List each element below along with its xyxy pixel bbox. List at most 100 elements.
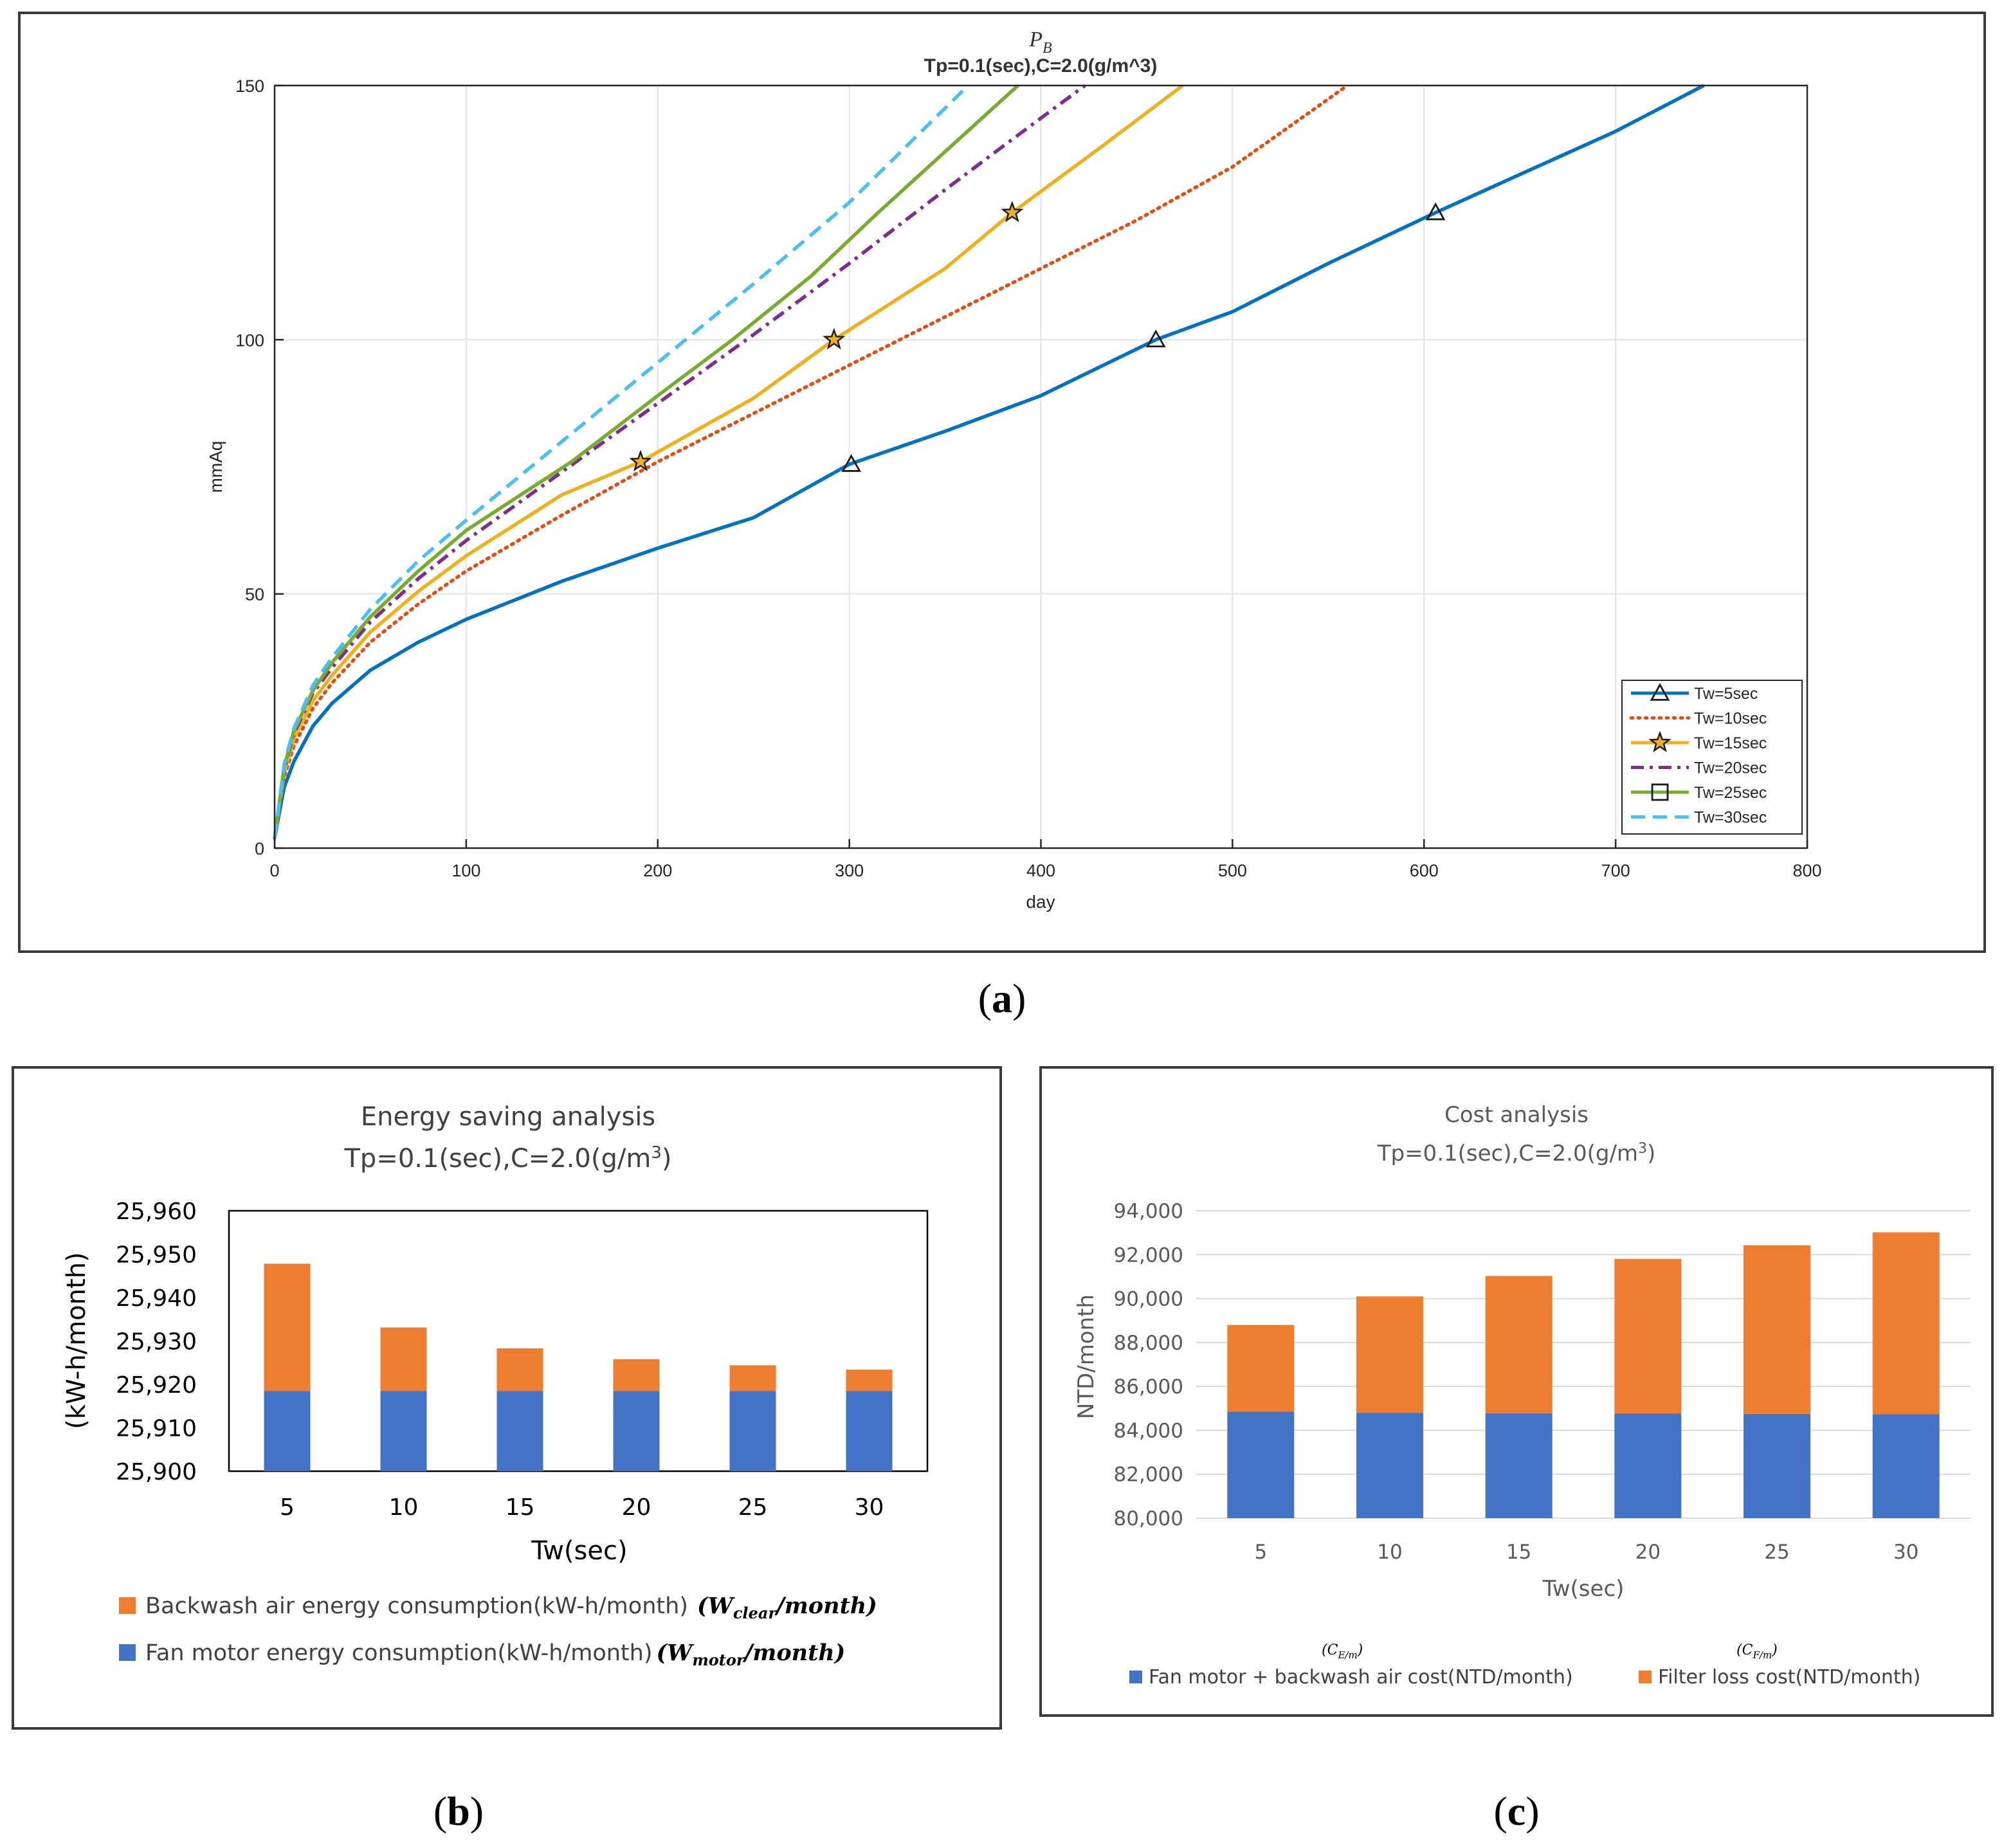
x-tick-label: 500 [1218, 861, 1247, 880]
x-tick-label: 25 [1764, 1541, 1789, 1564]
x-tick-label: 10 [1377, 1541, 1402, 1564]
y-tick-label: 88,000 [1114, 1332, 1183, 1355]
ticks-b: 5 10 15 20 25 30 25,900 25,910 25,920 25,930 25,94… [116, 1199, 884, 1521]
x-tick-label: 15 [506, 1494, 535, 1521]
y-tick-label: 0 [255, 839, 264, 858]
plot-area-b [228, 1209, 929, 1472]
y-tick-label: 25,940 [116, 1285, 197, 1312]
y-tick-label: 50 [245, 585, 264, 604]
x-tick-label: 10 [389, 1494, 419, 1521]
x-tick-label: 15 [1506, 1541, 1531, 1564]
bar-segment [496, 1391, 543, 1471]
x-tick-label: 5 [1254, 1541, 1267, 1564]
x-tick-label: 30 [1893, 1541, 1918, 1564]
y-tick-label: 80,000 [1114, 1507, 1183, 1530]
legend-swatch-filter-cost [1639, 1671, 1652, 1683]
chart-subtitle-c: Tp=0.1(sec),C=2.0(g/m3) [1377, 1141, 1656, 1166]
bar-segment [380, 1391, 427, 1471]
legend-marker-sample [1648, 730, 1672, 752]
legend-box-a [1621, 680, 1803, 835]
legend-label-fan-cost: Fan motor + backwash air cost(NTD/month) [1149, 1666, 1573, 1689]
data-point-marker [1001, 201, 1024, 222]
legend-label: Tw=10sec [1694, 710, 1767, 728]
x-tick-label: 700 [1601, 861, 1630, 880]
legend-label: Tw=15sec [1694, 734, 1767, 752]
y-tick-label: 150 [235, 77, 264, 96]
bar-segment [1356, 1413, 1423, 1518]
x-tick-label: 25 [738, 1494, 768, 1521]
bar-segment [264, 1391, 311, 1471]
x-tick-label: 400 [1026, 861, 1055, 880]
bar-segment [1744, 1413, 1810, 1518]
legend-label-filter-cost: Filter loss cost(NTD/month) [1658, 1666, 1920, 1689]
ticks-a: 0 100 200 300 400 500 600 700 800 0 50 100 150 [235, 77, 1822, 880]
y-tick-label: 25,900 [116, 1459, 197, 1485]
y-tick-label: 25,920 [116, 1372, 197, 1399]
legend-marker-sample [1650, 683, 1670, 701]
data-point-marker [629, 449, 652, 472]
y-axis-label-b: (kW-h/month) [62, 1252, 91, 1429]
panel-c: Cost analysis Tp=0.1(sec),C=2.0(g/m3) 80… [1039, 1066, 1994, 1834]
series-markers-a [629, 201, 1446, 472]
bar-segment [1872, 1414, 1940, 1518]
legend-label: Tw=20sec [1694, 759, 1767, 777]
bar-segment [1227, 1411, 1295, 1518]
chart-subtitle-a: Tp=0.1(sec),C=2.0(g/m^3) [924, 55, 1158, 77]
chart-subtitle-b: Tp=0.1(sec),C=2.0(g/m3) [344, 1143, 672, 1173]
x-axis-label-c: Tw(sec) [1542, 1576, 1625, 1602]
chart-title-c: Cost analysis [1444, 1102, 1589, 1128]
legend-label: Tw=5sec [1694, 685, 1758, 703]
bar-segment [613, 1359, 660, 1391]
y-tick-label: 25,950 [116, 1242, 197, 1269]
y-tick-label: 94,000 [1114, 1200, 1183, 1223]
series-line-tw-15 [273, 84, 1184, 838]
y-tick-label: 82,000 [1114, 1463, 1183, 1487]
x-tick-label: 200 [643, 861, 672, 880]
bar-segment [846, 1391, 893, 1471]
bar-segment [264, 1264, 311, 1391]
bar-segment [1614, 1258, 1682, 1414]
chart-title-b: Energy saving analysis [361, 1102, 655, 1132]
bar-segment [846, 1370, 893, 1391]
grid-c [1196, 1210, 1971, 1519]
series-line-tw-25 [273, 84, 1019, 838]
panel-b: Energy saving analysis Tp=0.1(sec),C=2.0… [12, 1066, 1002, 1834]
y-tick-label: 92,000 [1114, 1244, 1183, 1267]
x-tick-label: 800 [1792, 861, 1821, 880]
y-axis-label-c: NTD/month [1073, 1294, 1099, 1419]
legend-swatch-fan-motor [119, 1644, 136, 1661]
panel-label-c: (c) [1493, 1788, 1539, 1834]
legend-swatch-fan-cost [1129, 1671, 1142, 1683]
bar-segment [1872, 1232, 1940, 1415]
legend-label: Tw=30sec [1694, 809, 1767, 827]
series-lines-a [273, 84, 1705, 840]
bar-segment [1485, 1413, 1553, 1518]
series-line-tw-5 [273, 84, 1705, 838]
panel-label-a: (a) [978, 975, 1026, 1021]
series-line-tw-30 [273, 84, 970, 838]
legend-label: Tw=25sec [1694, 784, 1767, 802]
x-axis-label-b: Tw(sec) [531, 1536, 627, 1566]
legend-marker-sample [1651, 783, 1669, 801]
y-tick-label: 25,910 [116, 1416, 197, 1442]
legend-a: Tw=5sec Tw=10sec Tw=15sec Tw=20sec Tw=25sec T… [1621, 680, 1803, 835]
legend-b: Backwash air energy consumption(kW-h/mon… [119, 1593, 877, 1669]
x-tick-label: 600 [1410, 861, 1439, 880]
bars-c [1227, 1232, 1940, 1518]
bar-segment [380, 1327, 427, 1391]
legend-label-backwash: Backwash air energy consumption(kW-h/mon… [145, 1593, 877, 1622]
legend-swatch-backwash [119, 1597, 136, 1614]
bar-segment [729, 1365, 776, 1391]
panel-a: 0 100 200 300 400 500 600 700 800 0 50 100 150 PB Tp… [18, 12, 1986, 1021]
x-tick-label: 100 [451, 861, 480, 880]
series-line-tw-10 [273, 84, 1349, 840]
bar-segment [1744, 1245, 1810, 1414]
panel-label-b: (b) [433, 1788, 484, 1834]
x-tick-label: 0 [269, 861, 279, 880]
bars-b [264, 1264, 893, 1471]
y-tick-label: 84,000 [1114, 1419, 1183, 1442]
y-tick-label: 86,000 [1114, 1375, 1183, 1399]
data-point-marker [1145, 329, 1166, 348]
bar-segment [613, 1391, 660, 1471]
